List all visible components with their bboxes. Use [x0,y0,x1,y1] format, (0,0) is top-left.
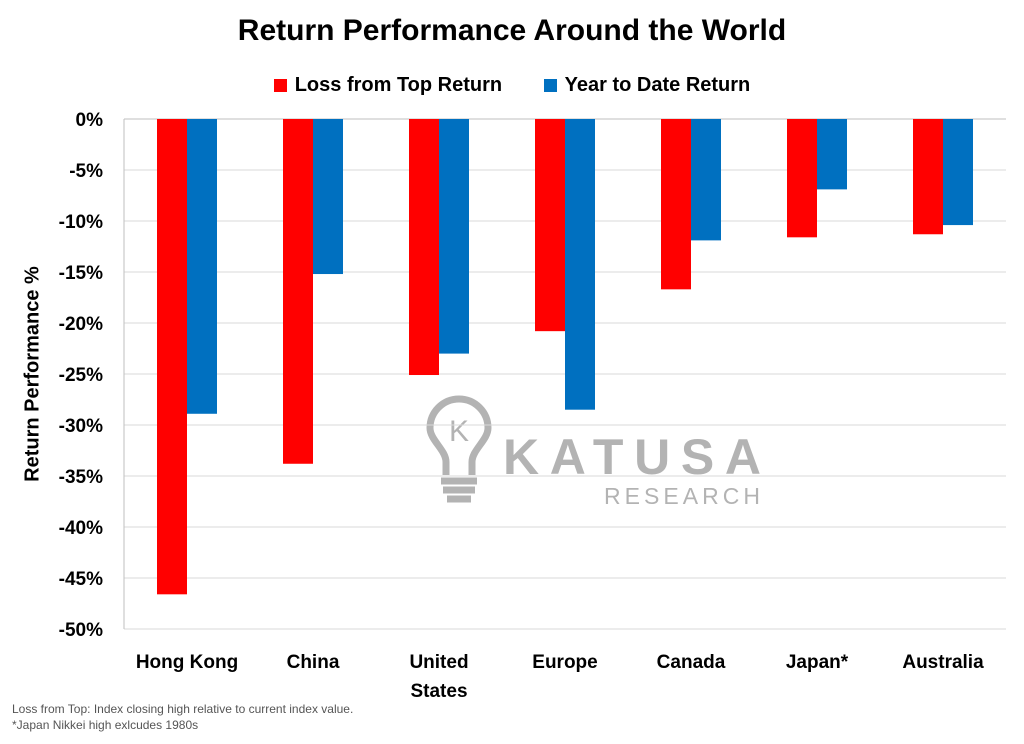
bar-loss-hong-kong [157,119,187,595]
y-tick-label: -10% [59,212,103,233]
lightbulb-logo-icon [426,395,492,503]
footnote-japan: *Japan Nikkei high exlcudes 1980s [12,718,199,732]
bar-loss-japan [787,119,817,238]
y-tick-label: -20% [59,314,103,335]
y-tick-label: -5% [69,161,103,182]
y-tick-label: -30% [59,416,103,437]
bar-ytd-japan [817,119,847,190]
bar-ytd-hong-kong [187,119,217,414]
x-category-label: States [410,681,467,702]
chart-legend: Loss from Top Return Year to Date Return [0,74,1024,98]
watermark-brand: KATUSA [503,429,761,485]
bar-loss-united-states [409,119,439,376]
bar-loss-china [283,119,313,464]
watermark: K KATUSA RESEARCH [426,395,761,509]
bar-loss-australia [913,119,943,235]
legend-label-loss: Loss from Top Return [294,74,503,96]
x-category-label: China [287,652,340,673]
legend-item-loss: Loss from Top Return [273,74,503,97]
bar-loss-canada [661,119,691,290]
bar-ytd-united-states [439,119,469,354]
bar-ytd-europe [565,119,595,410]
x-category-label: Hong Kong [136,652,238,673]
legend-swatch-ytd [543,79,557,92]
y-tick-label: 0% [76,110,104,131]
legend-item-ytd: Year to Date Return [543,74,751,97]
x-category-label: Japan* [786,652,849,673]
x-category-labels: Hong Kong China United States Europe Canada Ja… [136,652,984,702]
x-category-label: United [409,652,468,673]
x-category-label: Canada [657,652,726,673]
y-tick-labels: 0% -5% -10% -15% -20% -25% -30% -35% -40% -45% -50… [59,110,103,641]
footnote-loss-definition: Loss from Top: Index closing high relati… [12,702,354,716]
y-tick-label: -25% [59,365,103,386]
logo-letter: K [449,415,469,448]
x-category-label: Australia [902,652,984,673]
y-tick-label: -35% [59,467,103,488]
y-tick-label: -45% [59,569,103,590]
bars [157,119,973,595]
legend-swatch-loss [273,79,287,92]
bar-ytd-canada [691,119,721,241]
legend-label-ytd: Year to Date Return [564,74,751,96]
y-tick-label: -40% [59,518,103,539]
chart-title: Return Performance Around the World [237,14,787,47]
y-tick-label: -50% [59,620,103,641]
footnotes: Loss from Top: Index closing high relati… [12,701,353,733]
bar-ytd-china [313,119,343,275]
y-tick-label: -15% [59,263,103,284]
bar-loss-europe [535,119,565,332]
x-category-label: Europe [532,652,597,673]
watermark-sub: RESEARCH [604,483,760,509]
bar-ytd-australia [943,119,973,226]
